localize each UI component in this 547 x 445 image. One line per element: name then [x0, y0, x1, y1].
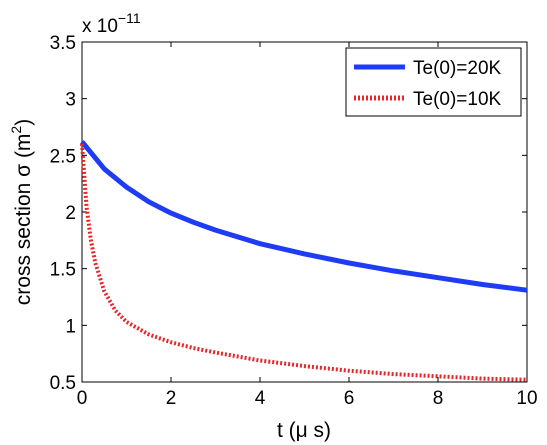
- x-tick-label: 2: [166, 388, 177, 409]
- series-lines: [80, 140, 528, 382]
- y-tick-label: 3.5: [50, 33, 76, 54]
- axis-ticks: 0 2 4 6 8 10 0.5 1 1.5 2 2.5 3 3.5: [50, 33, 538, 409]
- x-tick-label: 0: [77, 388, 88, 409]
- legend-label-20k: Te(0)=20K: [413, 58, 502, 79]
- y-axis-label: cross section σ (m2): [8, 119, 35, 305]
- legend-box: [345, 47, 522, 117]
- x-tick-label: 4: [255, 388, 266, 409]
- y-axis-label-sup: 2: [8, 126, 24, 134]
- y-multiplier: x 10−11: [82, 10, 141, 37]
- y-tick-label: 1.5: [50, 260, 76, 281]
- legend: Te(0)=20K Te(0)=10K: [345, 47, 522, 117]
- series-line-20k: [80, 140, 528, 293]
- series-line-10k: [80, 143, 528, 382]
- x-axis-label: t (μ s): [277, 419, 331, 442]
- y-tick-label: 1: [65, 316, 76, 337]
- y-tick-label: 2.5: [50, 146, 76, 167]
- y-multiplier-exponent: −11: [118, 10, 141, 26]
- y-tick-label: 3: [65, 90, 76, 111]
- x-tick-label: 6: [344, 388, 355, 409]
- x-tick-label: 8: [433, 388, 444, 409]
- y-tick-label: 2: [65, 203, 76, 224]
- x-tick-label: 10: [516, 388, 537, 409]
- y-tick-label: 0.5: [50, 373, 76, 394]
- legend-label-10k: Te(0)=10K: [413, 89, 502, 110]
